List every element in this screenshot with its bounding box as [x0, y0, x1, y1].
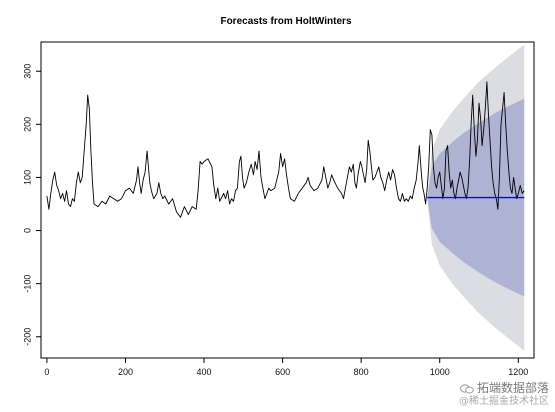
x-tick-label: 600 — [275, 367, 290, 377]
watermark-line2: @稀土掘金技术社区 — [459, 396, 549, 407]
x-tick-label: 400 — [197, 367, 212, 377]
y-tick-label: 200 — [22, 117, 32, 132]
y-tick-label: 300 — [22, 64, 32, 79]
x-tick-label: 200 — [118, 367, 133, 377]
chart-title: Forecasts from HoltWinters — [220, 16, 351, 27]
watermark: 拓端数据部落 @稀土掘金技术社区 — [459, 382, 549, 408]
watermark-line1: 拓端数据部落 — [476, 381, 549, 395]
wechat-logo-icon — [459, 383, 474, 393]
y-tick-label: 0 — [22, 228, 32, 233]
plot-area — [46, 44, 525, 351]
x-tick-label: 800 — [354, 367, 369, 377]
x-axis: 0 200 400 600 800 1000 1200 — [44, 358, 528, 377]
y-tick-label: -200 — [22, 328, 32, 346]
y-tick-label: 100 — [22, 170, 32, 185]
x-tick-label: 1000 — [430, 367, 450, 377]
x-tick-label: 0 — [44, 367, 49, 377]
y-axis: -200 -100 0 100 200 300 — [22, 64, 41, 346]
series-line-observed — [46, 81, 525, 218]
plot-frame — [40, 41, 535, 359]
y-tick-label: -100 — [22, 275, 32, 293]
x-tick-label: 1200 — [508, 367, 528, 377]
